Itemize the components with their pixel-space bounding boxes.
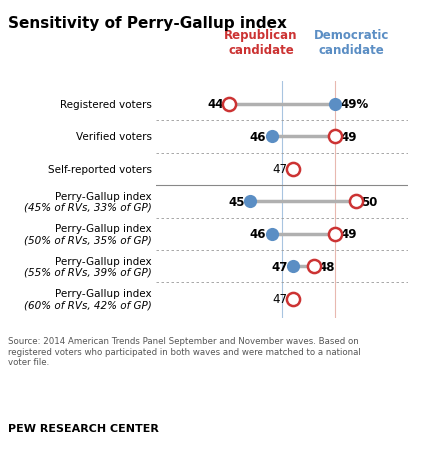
Text: Perry-Gallup index: Perry-Gallup index [55,288,152,298]
Text: 48: 48 [319,260,336,273]
Point [268,133,275,141]
Text: Perry-Gallup index: Perry-Gallup index [55,224,152,234]
Point [247,198,254,206]
Point [310,263,317,270]
Text: Democratic
candidate: Democratic candidate [314,29,389,57]
Text: 46: 46 [250,228,266,241]
Text: 47: 47 [271,260,287,273]
Point [331,101,338,108]
Text: Registered voters: Registered voters [60,100,152,110]
Text: 49: 49 [340,228,357,241]
Text: Republican
candidate: Republican candidate [224,29,298,57]
Point [331,133,338,141]
Text: PEW RESEARCH CENTER: PEW RESEARCH CENTER [8,423,159,433]
Point [352,198,359,206]
Point [289,166,296,173]
Point [226,101,233,108]
Point [289,263,296,270]
Text: (60% of RVs, 42% of GP): (60% of RVs, 42% of GP) [24,299,152,309]
Point [268,231,275,238]
Text: 44: 44 [208,98,224,111]
Point [331,231,338,238]
Text: (50% of RVs, 35% of GP): (50% of RVs, 35% of GP) [24,235,152,245]
Text: 49: 49 [340,131,357,143]
Text: Sensitivity of Perry-Gallup index: Sensitivity of Perry-Gallup index [8,16,287,31]
Point [289,295,296,303]
Text: 47: 47 [272,163,287,176]
Text: 45: 45 [229,195,245,208]
Text: 49%: 49% [340,98,368,111]
Text: Verified voters: Verified voters [75,132,152,142]
Text: 50: 50 [361,195,377,208]
Text: (55% of RVs, 39% of GP): (55% of RVs, 39% of GP) [24,267,152,277]
Point [289,166,296,173]
Text: (45% of RVs, 33% of GP): (45% of RVs, 33% of GP) [24,202,152,212]
Text: 46: 46 [250,131,266,143]
Text: Self-reported voters: Self-reported voters [48,164,152,174]
Text: Perry-Gallup index: Perry-Gallup index [55,256,152,266]
Text: Source: 2014 American Trends Panel September and November waves. Based on
regist: Source: 2014 American Trends Panel Septe… [8,337,361,366]
Point [289,295,296,303]
Text: 47: 47 [272,293,287,306]
Text: Perry-Gallup index: Perry-Gallup index [55,192,152,202]
